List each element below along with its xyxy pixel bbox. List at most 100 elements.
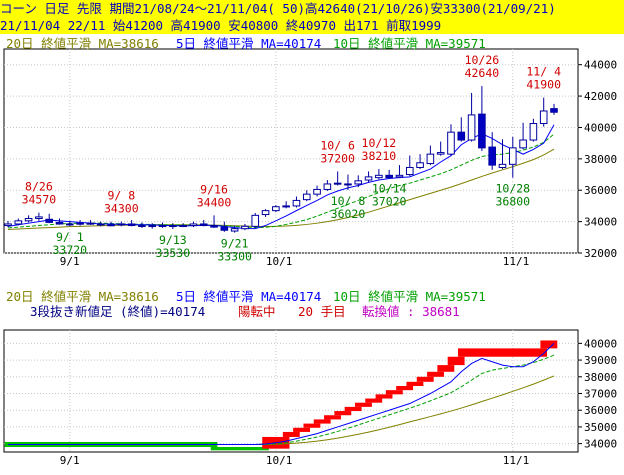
candle-up xyxy=(107,224,115,227)
top-legend-ma20: 20日 終値平滑 MA=38616 xyxy=(6,36,159,51)
candle-up xyxy=(519,139,527,149)
x-tick-label: 9/1 xyxy=(60,255,80,268)
high-label-value: 37200 xyxy=(320,151,355,165)
candle-up xyxy=(447,131,455,155)
candle-down xyxy=(220,226,229,231)
rise-box xyxy=(427,371,444,377)
renko-switch-value: 転換値 : 38681 xyxy=(362,304,460,319)
candle-down xyxy=(478,113,486,149)
rise-box xyxy=(293,427,311,432)
high-label-value: 34400 xyxy=(197,195,232,209)
candle-up xyxy=(508,147,517,165)
x-tick-label: 11/1 xyxy=(503,454,530,467)
fall-box xyxy=(210,446,269,451)
ma10-line xyxy=(7,133,555,229)
candle-up xyxy=(498,163,507,168)
x-tick-label: 10/1 xyxy=(266,255,293,268)
rise-box xyxy=(406,381,424,386)
renko-count: 20 手目 xyxy=(298,304,346,319)
ma20-line xyxy=(7,148,555,230)
candle-up xyxy=(230,228,239,232)
y-tick-label: 34000 xyxy=(584,216,617,229)
candle-down xyxy=(55,221,64,225)
high-label-date: 9/ 8 xyxy=(107,189,135,203)
rise-box xyxy=(437,365,455,372)
low-label-value: 37020 xyxy=(372,195,407,209)
x-tick-label: 9/1 xyxy=(60,454,80,467)
header-ohlc-line: 21/11/04 22/11 始41200 高41900 安40800 終409… xyxy=(0,17,624,34)
low-label-value: 33530 xyxy=(156,246,191,260)
rise-box xyxy=(457,348,547,357)
candle-up xyxy=(138,225,146,228)
candle-down xyxy=(199,223,208,227)
rise-box xyxy=(396,385,414,391)
y-tick-label: 36000 xyxy=(584,184,617,197)
rise-box xyxy=(334,411,352,416)
high-label-value: 42640 xyxy=(465,66,500,80)
candle-up xyxy=(436,152,445,155)
high-label-value: 34570 xyxy=(22,193,57,207)
bottom-legend-ma20: 20日 終値平滑 MA=38616 xyxy=(6,289,159,304)
high-label-date: 10/ 6 xyxy=(320,138,355,152)
low-label-date: 10/14 xyxy=(372,182,407,196)
candle-up xyxy=(529,123,538,141)
low-label-value: 36020 xyxy=(331,207,366,221)
rise-box xyxy=(447,356,465,366)
candle-up xyxy=(24,217,33,222)
rise-box xyxy=(540,340,558,349)
rise-box xyxy=(303,423,321,428)
y-tick-label: 40000 xyxy=(584,121,617,134)
y-tick-label: 39000 xyxy=(584,354,617,367)
high-label-date: 9/16 xyxy=(200,182,228,196)
high-label-date: 10/26 xyxy=(465,53,500,67)
candle-down xyxy=(385,174,393,179)
candle-down xyxy=(45,218,54,223)
high-label-date: 8/26 xyxy=(25,180,53,194)
rise-box xyxy=(344,406,362,412)
candle-up xyxy=(364,176,373,181)
low-label-value: 33720 xyxy=(52,243,87,257)
candle-up xyxy=(4,223,12,227)
candle-down xyxy=(96,223,105,226)
low-label-date: 10/28 xyxy=(495,182,530,196)
candle-up xyxy=(261,210,270,216)
bottom-legend-ma10: 10日 終値平滑 MA=39571 xyxy=(333,289,486,304)
candle-up xyxy=(539,110,548,125)
candle-down xyxy=(210,225,218,228)
candle-up xyxy=(14,220,23,225)
y-tick-label: 37000 xyxy=(584,388,617,401)
low-label-date: 9/13 xyxy=(159,233,187,247)
rise-box xyxy=(385,390,403,395)
ma5-line xyxy=(8,343,555,445)
rise-box xyxy=(416,376,434,382)
high-label-value: 41900 xyxy=(526,78,561,92)
y-tick-label: 38000 xyxy=(584,371,617,384)
renko-label: 3段抜き新値足 (終値)=40174 xyxy=(30,304,206,319)
candle-up xyxy=(76,222,84,225)
candle-down xyxy=(66,223,74,226)
y-tick-label: 35000 xyxy=(584,421,617,434)
x-tick-label: 10/1 xyxy=(266,454,293,467)
high-label-value: 34300 xyxy=(104,202,139,216)
candle-down xyxy=(86,222,95,225)
candle-up xyxy=(148,225,157,228)
candle-up xyxy=(395,174,404,178)
y-tick-label: 40000 xyxy=(584,337,617,350)
candle-up xyxy=(302,193,311,201)
low-label-date: 9/ 1 xyxy=(56,230,84,244)
high-label-date: 10/12 xyxy=(362,136,397,150)
low-label-date: 10/ 8 xyxy=(331,194,366,208)
rise-box xyxy=(324,415,341,420)
rise-box xyxy=(365,398,383,403)
candle-up xyxy=(292,199,301,207)
candle-up xyxy=(416,162,424,168)
candle-up xyxy=(272,206,280,212)
candle-up xyxy=(241,225,249,230)
candle-up xyxy=(282,205,290,208)
candle-up xyxy=(251,214,260,227)
low-label-value: 33300 xyxy=(217,250,252,264)
candle-up xyxy=(405,166,414,176)
candle-up xyxy=(169,225,177,228)
y-tick-label: 34000 xyxy=(584,438,617,451)
